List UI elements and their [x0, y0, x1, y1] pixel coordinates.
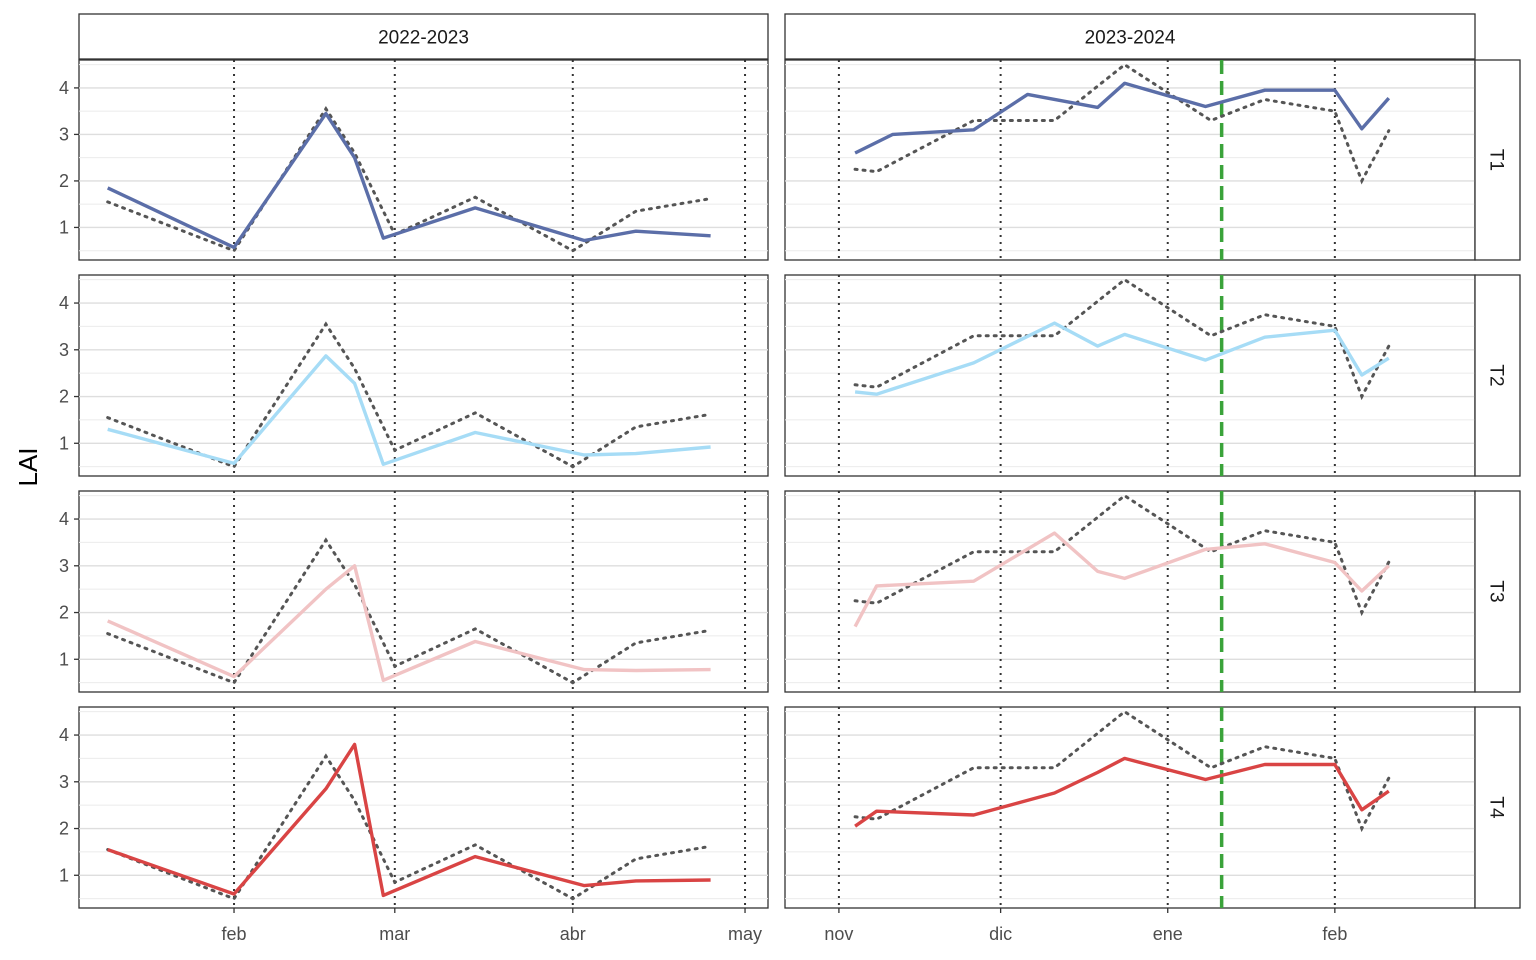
- column-strip-label: 2022-2023: [378, 28, 469, 49]
- y-tick-label: 2: [59, 387, 69, 407]
- row-strip-label: T1: [1486, 149, 1507, 171]
- panel-T4-2022-2023: 1 2 3 4 feb mar abr may: [59, 706, 769, 944]
- series-line-T3: [853, 531, 1390, 628]
- y-tick-label: 2: [59, 819, 69, 839]
- series-line-T2: [107, 354, 711, 466]
- x-tick-label: feb: [1322, 924, 1347, 944]
- y-tick-label: 1: [59, 649, 69, 669]
- panel-T4-2023-2024: nov dic ene feb T4: [784, 706, 1521, 944]
- row-strip-label: T4: [1486, 796, 1507, 819]
- column-strip-label: 2023-2024: [1085, 28, 1176, 49]
- y-tick-label: 4: [59, 78, 69, 98]
- y-tick-label: 1: [59, 217, 69, 237]
- observed-series-line: [106, 321, 713, 469]
- row-strip-label: T3: [1486, 580, 1507, 602]
- panel-T3-2023-2024: T3: [784, 490, 1521, 693]
- panel-border: [78, 706, 769, 909]
- panel-T2-2023-2024: T2: [784, 274, 1521, 477]
- series-line-T4: [854, 756, 1390, 828]
- series-line-T3: [107, 564, 711, 682]
- observed-series-line: [853, 277, 1391, 401]
- y-tick-label: 3: [59, 340, 69, 360]
- y-tick-label: 2: [59, 603, 69, 623]
- panel-T3-2022-2023: 1 2 3 4: [59, 490, 769, 693]
- y-tick-label: 1: [59, 433, 69, 453]
- row-strip: [1474, 490, 1521, 693]
- panel-border: [784, 59, 1476, 261]
- y-tick-label: 2: [59, 171, 69, 191]
- observed-series-line: [106, 537, 713, 685]
- observed-series-line: [853, 709, 1391, 833]
- series-line-T1: [854, 81, 1391, 155]
- panel-T2-2022-2023: 1 2 3 4: [59, 274, 769, 477]
- series-line-T4: [107, 742, 711, 898]
- x-tick-label: may: [728, 924, 762, 944]
- y-tick-label: 4: [59, 293, 69, 313]
- panel-border: [78, 274, 769, 477]
- y-tick-label: 3: [59, 124, 69, 144]
- x-tick-label: dic: [989, 924, 1012, 944]
- row-strip-label: T2: [1486, 364, 1507, 386]
- series-line-T2: [854, 321, 1390, 396]
- x-tick-label: abr: [560, 924, 586, 944]
- row-strip: [1474, 706, 1521, 909]
- y-axis-title: LAI: [13, 447, 43, 486]
- y-tick-label: 3: [59, 772, 69, 792]
- column-strip: [78, 13, 769, 60]
- x-tick-label: feb: [222, 924, 247, 944]
- panel-T1-2022-2023: 1 2 3 4: [59, 59, 769, 261]
- x-tick-label: ene: [1153, 924, 1183, 944]
- x-tick-label: nov: [824, 924, 853, 944]
- y-tick-label: 4: [59, 725, 69, 745]
- series-line-T1: [106, 111, 711, 250]
- observed-series-line: [853, 62, 1391, 185]
- row-strip: [1474, 59, 1521, 261]
- y-tick-label: 1: [59, 865, 69, 885]
- row-strip: [1474, 274, 1521, 477]
- column-strip: [784, 13, 1476, 60]
- observed-series-line: [106, 753, 713, 901]
- panel-T1-2023-2024: T1: [784, 59, 1521, 261]
- x-tick-label: mar: [379, 924, 410, 944]
- y-tick-label: 3: [59, 556, 69, 576]
- y-tick-label: 4: [59, 509, 69, 529]
